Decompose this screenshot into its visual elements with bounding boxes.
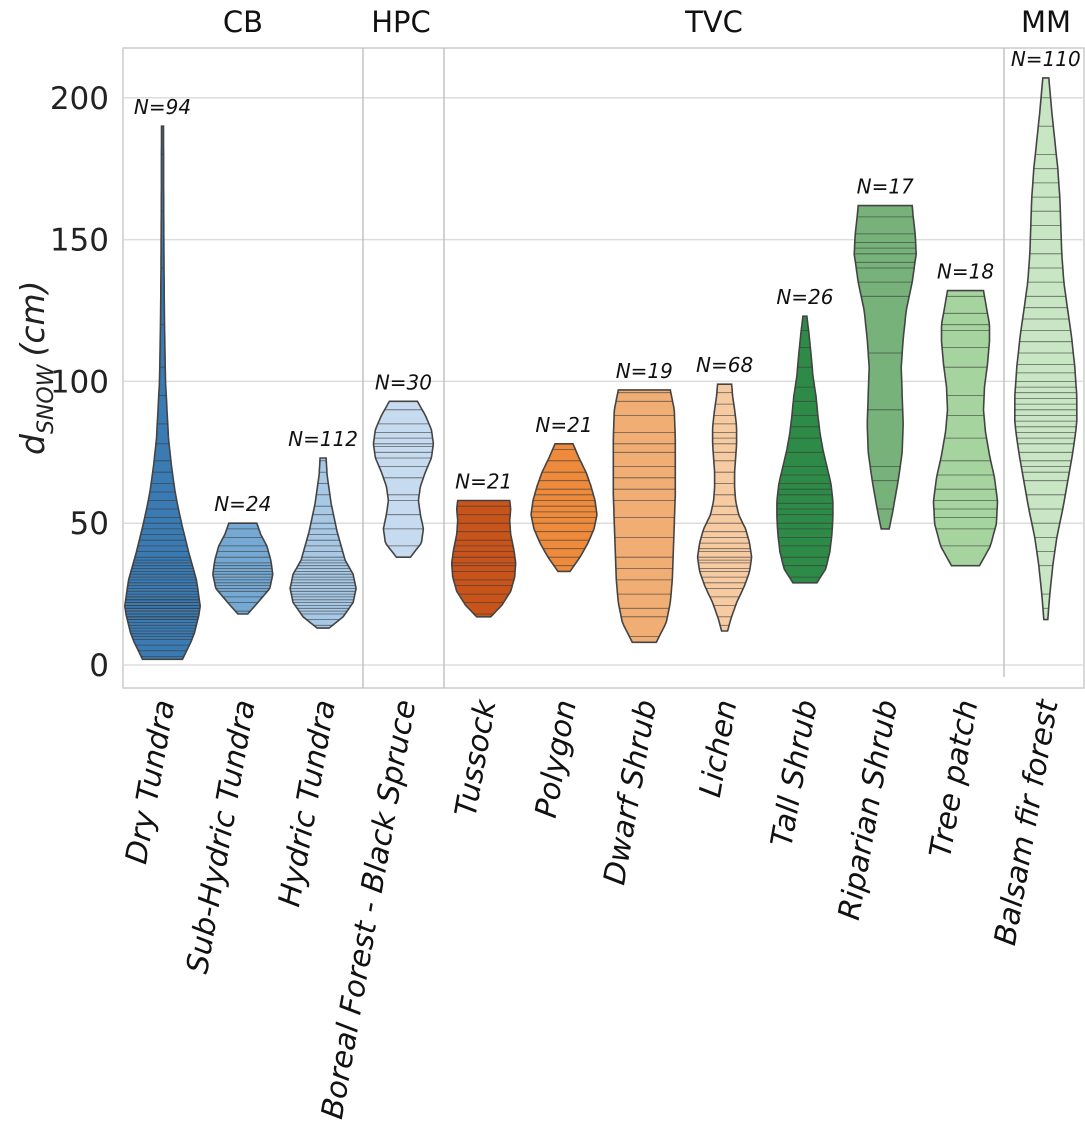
x-category-label: Tussock <box>449 696 504 820</box>
violin-tree-patch: N=18 <box>932 260 999 567</box>
violin-body <box>696 383 753 632</box>
group-label-hpc: HPC <box>371 5 431 39</box>
y-axis-label: dSNOW(cm) <box>13 281 59 456</box>
x-category-label: Lichen <box>693 697 744 800</box>
violin-body <box>612 389 677 644</box>
violin-body <box>372 400 435 558</box>
y-tick-label: 200 <box>50 81 109 117</box>
y-tick-label: 100 <box>50 364 109 400</box>
violin-body <box>530 443 598 573</box>
sample-size-label: N=30 <box>375 370 432 394</box>
y-tick-label: 50 <box>70 506 109 542</box>
sample-size-label: N=19 <box>616 359 673 383</box>
x-category-label: Dry Tundra <box>119 697 182 866</box>
group-label-cb: CB <box>223 5 263 39</box>
x-category-label: Hydric Tundra <box>272 697 343 909</box>
violin-dwarf-shrub: N=19 <box>612 359 677 644</box>
x-category-label: Balsam fir forest <box>988 696 1066 948</box>
sample-size-label: N=112 <box>288 427 358 451</box>
violin-sub-hydric-tundra: N=24 <box>212 492 274 615</box>
group-label-tvc: TVC <box>684 5 743 39</box>
group-label-mm: MM <box>1021 5 1071 39</box>
x-category-label: Polygon <box>529 697 584 820</box>
violin-body <box>1014 77 1078 621</box>
y-tick-label: 150 <box>50 223 109 259</box>
sample-size-label: N=26 <box>776 285 833 309</box>
x-category-label: Tree patch <box>923 697 985 860</box>
sample-size-label: N=21 <box>455 470 512 494</box>
violin-polygon: N=21 <box>530 413 598 573</box>
violin-body <box>776 315 834 584</box>
sample-size-label: N=17 <box>857 175 914 199</box>
y-tick-label: 0 <box>89 648 109 684</box>
sample-size-label: N=110 <box>1011 47 1081 71</box>
violin-body <box>123 125 202 661</box>
x-category-label: Dwarf Shrub <box>597 697 664 887</box>
x-category-label: Sub-Hydric Tundra <box>180 697 263 976</box>
sample-size-label: N=18 <box>937 260 994 284</box>
violin-lichen: N=68 <box>696 353 753 632</box>
violin-tall-shrub: N=26 <box>776 285 834 584</box>
x-category-label: Tall Shrub <box>765 697 825 849</box>
plot-area <box>122 47 1085 689</box>
violin-body <box>932 289 999 567</box>
violin-tussock: N=21 <box>451 470 517 618</box>
sample-size-label: N=94 <box>134 95 191 119</box>
violin-riparian-shrub: N=17 <box>853 175 918 530</box>
violin-body <box>853 204 918 530</box>
sample-size-label: N=68 <box>696 353 753 377</box>
sample-size-label: N=24 <box>214 492 271 516</box>
sample-size-label: N=21 <box>535 413 592 437</box>
violin-body <box>451 499 517 618</box>
violin-hydric-tundra: N=112 <box>288 427 358 629</box>
violin-boreal-forest-black-spruce: N=30 <box>372 370 435 558</box>
violin-dry-tundra: N=94 <box>123 95 202 661</box>
violin-balsam-fir-forest: N=110 <box>1011 47 1081 621</box>
x-category-label: Riparian Shrub <box>832 697 905 922</box>
